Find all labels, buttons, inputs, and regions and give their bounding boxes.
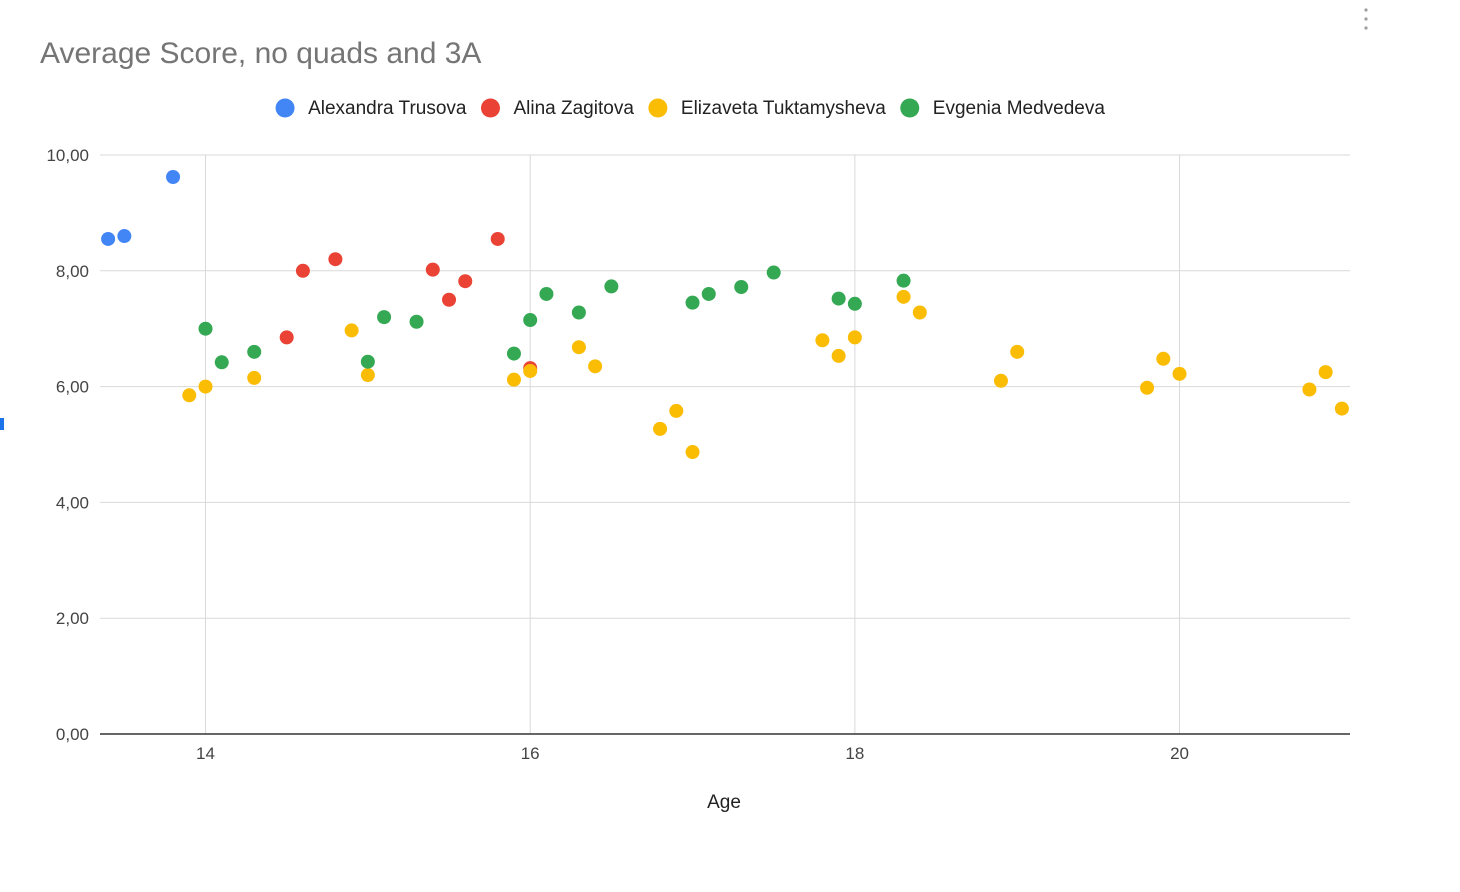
data-point bbox=[198, 321, 213, 336]
data-point bbox=[588, 359, 603, 374]
y-tick-label: 8,00 bbox=[56, 262, 89, 281]
data-point bbox=[523, 363, 538, 378]
series-2 bbox=[182, 289, 1349, 460]
data-point bbox=[182, 388, 197, 403]
data-point bbox=[847, 296, 862, 311]
data-point bbox=[1172, 366, 1187, 381]
data-point bbox=[328, 252, 343, 267]
data-point bbox=[247, 370, 262, 385]
x-tick-label: 18 bbox=[845, 744, 864, 763]
data-point bbox=[912, 305, 927, 320]
data-point bbox=[896, 273, 911, 288]
legend-marker bbox=[480, 98, 500, 118]
y-axis-ticks: 0,00 2,00 4,00 6,00 8,00 10,00 bbox=[46, 146, 89, 744]
data-point bbox=[214, 355, 229, 370]
data-point bbox=[847, 330, 862, 345]
data-point bbox=[425, 262, 440, 277]
data-point bbox=[1010, 344, 1025, 359]
data-point bbox=[101, 231, 116, 246]
data-point bbox=[198, 379, 213, 394]
data-point bbox=[539, 286, 554, 301]
data-point bbox=[490, 231, 505, 246]
data-point bbox=[685, 295, 700, 310]
data-point bbox=[831, 348, 846, 363]
x-axis-title: Age bbox=[707, 792, 741, 813]
data-point bbox=[279, 330, 294, 345]
data-point bbox=[377, 310, 392, 325]
x-tick-label: 20 bbox=[1170, 744, 1189, 763]
data-point bbox=[685, 445, 700, 460]
data-point bbox=[701, 286, 716, 301]
legend-marker bbox=[648, 98, 668, 118]
more-vert-icon[interactable] bbox=[1364, 8, 1368, 30]
legend-item: Elizaveta Tuktamysheva bbox=[648, 98, 886, 119]
legend-label: Alexandra Trusova bbox=[308, 98, 467, 119]
data-point bbox=[1156, 351, 1171, 366]
series-0 bbox=[101, 170, 181, 246]
y-tick-label: 6,00 bbox=[56, 378, 89, 397]
data-point bbox=[1334, 401, 1349, 416]
legend-label: Evgenia Medvedeva bbox=[933, 98, 1106, 119]
data-point bbox=[1302, 382, 1317, 397]
data-point bbox=[506, 346, 521, 361]
data-point bbox=[571, 305, 586, 320]
y-tick-label: 2,00 bbox=[56, 609, 89, 628]
data-point bbox=[247, 344, 262, 359]
data-point bbox=[815, 333, 830, 348]
data-point bbox=[669, 403, 684, 418]
data-point bbox=[506, 372, 521, 387]
data-point bbox=[571, 340, 586, 355]
data-point bbox=[442, 292, 457, 307]
series-3 bbox=[198, 265, 911, 370]
data-point bbox=[896, 289, 911, 304]
legend-item: Alina Zagitova bbox=[480, 98, 634, 119]
data-point bbox=[1140, 380, 1155, 395]
legend-label: Alina Zagitova bbox=[513, 98, 634, 119]
data-point bbox=[458, 274, 473, 289]
legend-item: Alexandra Trusova bbox=[275, 98, 467, 119]
data-point bbox=[523, 313, 538, 328]
data-point bbox=[295, 263, 310, 278]
data-point bbox=[360, 368, 375, 383]
data-points bbox=[101, 170, 1349, 460]
legend-marker bbox=[275, 98, 295, 118]
data-point bbox=[1318, 365, 1333, 380]
data-point bbox=[409, 314, 424, 329]
data-point bbox=[344, 323, 359, 338]
chart-title: Average Score, no quads and 3A bbox=[40, 37, 481, 70]
data-point bbox=[117, 229, 132, 244]
x-tick-label: 16 bbox=[521, 744, 540, 763]
legend-marker bbox=[900, 98, 920, 118]
data-point bbox=[831, 291, 846, 306]
data-point bbox=[604, 279, 619, 294]
data-point bbox=[766, 265, 781, 280]
data-point bbox=[166, 170, 181, 185]
data-point bbox=[653, 421, 668, 436]
data-point bbox=[993, 373, 1008, 388]
y-tick-label: 4,00 bbox=[56, 493, 89, 512]
legend-label: Elizaveta Tuktamysheva bbox=[681, 98, 886, 119]
x-tick-label: 14 bbox=[196, 744, 215, 763]
y-tick-label: 10,00 bbox=[46, 146, 89, 165]
legend-item: Evgenia Medvedeva bbox=[900, 98, 1105, 119]
x-axis-ticks: 14 16 18 20 bbox=[196, 744, 1189, 763]
data-point bbox=[360, 354, 375, 369]
y-tick-label: 0,00 bbox=[56, 725, 89, 744]
chart-legend: Alexandra Trusova Alina Zagitova Elizaveta… bbox=[275, 98, 1105, 119]
data-point bbox=[734, 280, 749, 295]
edge-marker bbox=[0, 418, 4, 430]
